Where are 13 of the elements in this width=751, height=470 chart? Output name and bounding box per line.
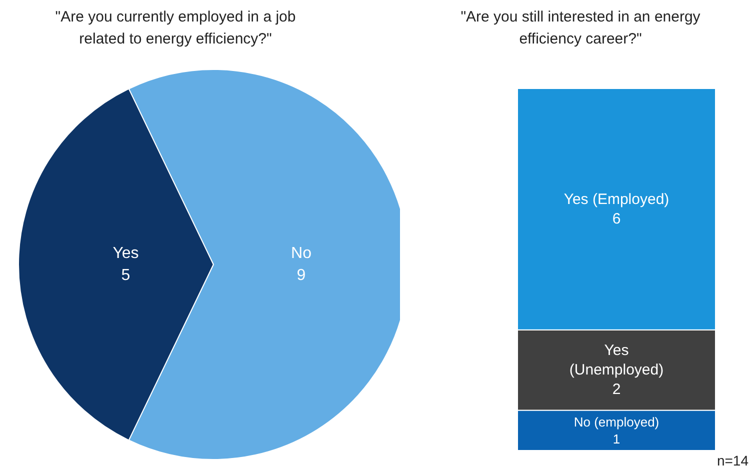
slice-label: Yes <box>112 244 139 262</box>
series-label: Yes (Unemployed) <box>569 342 664 379</box>
data-label: 5 <box>121 267 130 284</box>
slice-label: No <box>291 244 312 262</box>
series-label: Yes (Employed) <box>564 190 670 208</box>
data-label: 2 <box>612 381 621 398</box>
data-label: 6 <box>612 210 621 228</box>
chart-title: "Are you still interested in an energy efficiency career?" <box>460 8 701 48</box>
text: n=14 <box>716 452 749 468</box>
data-label: 9 <box>296 267 306 284</box>
series-label: No (employed) <box>574 414 660 430</box>
chart-title: "Are you currently employed in a job related to energy efficiency?" <box>55 8 296 48</box>
data-label: 1 <box>612 432 620 447</box>
